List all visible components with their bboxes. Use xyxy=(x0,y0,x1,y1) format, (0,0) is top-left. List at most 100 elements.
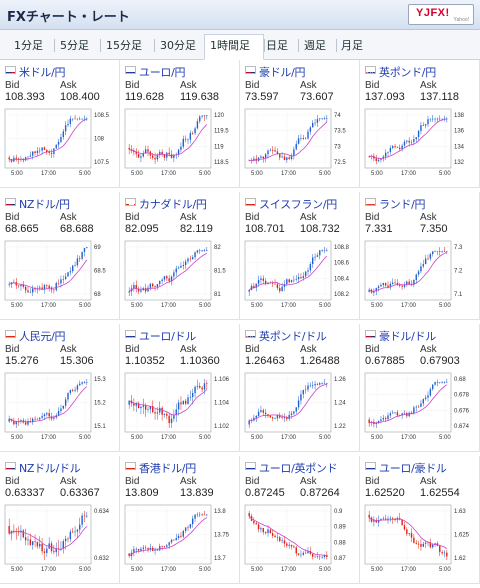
tab-1[interactable]: 5分足 xyxy=(60,39,89,52)
pair-header: カナダドル/円 xyxy=(125,196,237,211)
chart-container[interactable]: 138 136 134 132 5:00 17:00 5:00 xyxy=(363,106,477,178)
candle-body xyxy=(27,290,29,293)
candle-body xyxy=(274,150,276,152)
moving-average-line xyxy=(9,386,88,423)
bid-value: 15.276 xyxy=(5,355,39,367)
currency-pair-card[interactable]: 英ポンド/円 Bid Ask 137.093 137.118 138 136 134 132 5:… xyxy=(360,60,480,188)
tab-2[interactable]: 15分足 xyxy=(106,39,142,52)
pair-name-link[interactable]: 英ポンド/円 xyxy=(379,66,436,79)
candle-body xyxy=(427,119,429,125)
currency-pair-card[interactable]: ユーロ/円 Bid Ask 119.628 119.638 120 119.5 119 118.… xyxy=(120,60,240,188)
candle-body xyxy=(8,418,10,422)
currency-pair-card[interactable]: NZドル/円 Bid Ask 68.665 68.688 69 68.5 68 5:00 17:0… xyxy=(0,192,120,320)
currency-pair-card[interactable]: 豪ドル/円 Bid Ask 73.597 73.607 74 73.5 73 72.5 5:00 1… xyxy=(240,60,360,188)
pair-name-link[interactable]: 豪ドル/円 xyxy=(259,66,306,79)
candle-body xyxy=(424,542,427,544)
tab-0[interactable]: 1分足 xyxy=(14,39,43,52)
x-tick-label: 5:00 xyxy=(371,567,383,573)
candle-body xyxy=(279,153,281,158)
candle-body xyxy=(255,415,257,418)
candle-body xyxy=(22,284,24,287)
chart-container[interactable]: 1.106 1.104 1.102 5:00 17:00 5:00 xyxy=(123,370,237,442)
candle-body xyxy=(74,389,76,391)
chart-container[interactable]: 0.634 0.632 5:00 17:00 5:00 xyxy=(3,502,117,574)
x-tick-label: 5:00 xyxy=(251,303,263,309)
candle-body xyxy=(203,514,206,516)
candle-body xyxy=(323,555,326,558)
candle-body xyxy=(403,525,406,530)
pair-name-link[interactable]: 人民元/円 xyxy=(19,330,66,343)
pair-name-link[interactable]: ユーロ/豪ドル xyxy=(379,462,447,475)
candle-body xyxy=(173,155,175,158)
pair-name-link[interactable]: ユーロ/ドル xyxy=(139,330,196,343)
candle-body xyxy=(27,539,29,541)
y-tick-label: 1.63 xyxy=(454,509,466,515)
pair-name-link[interactable]: スイスフラン/円 xyxy=(259,198,337,211)
candle-body xyxy=(128,553,130,556)
candle-body xyxy=(290,280,293,283)
tab-6[interactable]: 週足 xyxy=(304,39,326,52)
chart-container[interactable]: 0.68 0.678 0.676 0.674 5:00 17:00 5:00 xyxy=(363,370,477,442)
pair-name-link[interactable]: ユーロ/英ポンド xyxy=(259,462,338,475)
tab-4[interactable]: 1時間足 xyxy=(210,39,250,52)
candle-body xyxy=(144,149,147,154)
candle-body xyxy=(396,282,399,285)
chart-container[interactable]: 13.8 13.75 13.7 5:00 17:00 5:00 xyxy=(123,502,237,574)
currency-pair-card[interactable]: ランド/円 Bid Ask 7.331 7.350 7.3 7.2 7.1 5:00 17:00 5… xyxy=(360,192,480,320)
page-header: FXチャート・レート YJFX! Yahoo! xyxy=(0,0,480,30)
candle-body xyxy=(201,250,203,251)
tab-3[interactable]: 30分足 xyxy=(160,39,196,52)
chart-container[interactable]: 74 73.5 73 72.5 5:00 17:00 5:00 xyxy=(243,106,357,178)
tab-5[interactable]: 日足 xyxy=(266,39,288,52)
currency-pair-card[interactable]: 人民元/円 Bid Ask 15.276 15.306 15.3 15.2 15.1 5:00 1… xyxy=(0,324,120,452)
tab-7[interactable]: 月足 xyxy=(341,39,363,52)
candle-body xyxy=(432,544,434,548)
currency-pair-card[interactable]: 香港ドル/円 Bid Ask 13.809 13.839 13.8 13.75 13.7 5:0… xyxy=(120,456,240,584)
chart-container[interactable]: 120 119.5 119 118.5 5:00 17:00 5:00 xyxy=(123,106,237,178)
yjfx-logo[interactable]: YJFX! Yahoo! xyxy=(408,4,474,25)
pair-name-link[interactable]: ランド/円 xyxy=(379,198,426,211)
pair-name-link[interactable]: 香港ドル/円 xyxy=(139,462,196,475)
pair-name-link[interactable]: 豪ドル/ドル xyxy=(379,330,436,343)
currency-pair-card[interactable]: スイスフラン/円 Bid Ask 108.701 108.732 108.8 108.6 10… xyxy=(240,192,360,320)
chart-container[interactable]: 82 81.5 81 5:00 17:00 5:00 xyxy=(123,238,237,310)
candle-body xyxy=(269,415,272,418)
pair-name-link[interactable]: ユーロ/円 xyxy=(139,66,186,79)
chart-container[interactable]: 108.8 108.6 108.4 108.2 5:00 17:00 5:00 xyxy=(243,238,357,310)
candle-body xyxy=(194,252,196,258)
currency-pair-card[interactable]: 米ドル/円 Bid Ask 108.393 108.400 108.5 108 107.5 5:… xyxy=(0,60,120,188)
chart-container[interactable]: 15.3 15.2 15.1 5:00 17:00 5:00 xyxy=(3,370,117,442)
currency-pair-card[interactable]: ユーロ/ドル Bid Ask 1.10352 1.10360 1.106 1.104 1.10… xyxy=(120,324,240,452)
chart-container[interactable]: 1.26 1.24 1.22 5:00 17:00 5:00 xyxy=(243,370,357,442)
pair-name-link[interactable]: NZドル/ドル xyxy=(19,462,81,475)
candle-body xyxy=(309,127,312,132)
pair-name-link[interactable]: NZドル/円 xyxy=(19,198,70,211)
candle-body xyxy=(368,156,370,158)
y-tick-label: 0.88 xyxy=(334,540,346,546)
chart-container[interactable]: 69 68.5 68 5:00 17:00 5:00 xyxy=(3,238,117,310)
candle-body xyxy=(135,403,137,406)
pair-name-link[interactable]: カナダドル/円 xyxy=(139,198,207,211)
currency-pair-card[interactable]: ユーロ/英ポンド Bid Ask 0.87245 0.87264 0.9 0.89 0.88 0… xyxy=(240,456,360,584)
bid-label: Bid xyxy=(365,344,380,355)
ask-label: Ask xyxy=(180,212,197,223)
candle-body xyxy=(163,546,166,547)
chart-container[interactable]: 0.9 0.89 0.88 0.87 5:00 17:00 5:00 xyxy=(243,502,357,574)
currency-pair-card[interactable]: 豪ドル/ドル Bid Ask 0.67885 0.67903 0.68 0.678 0.676… xyxy=(360,324,480,452)
pair-name-link[interactable]: 英ポンド/ドル xyxy=(259,330,327,343)
pair-name-link[interactable]: 米ドル/円 xyxy=(19,66,66,79)
chart-container[interactable]: 1.63 1.625 1.62 5:00 17:00 5:00 xyxy=(363,502,477,574)
candle-body xyxy=(152,283,154,287)
currency-pair-card[interactable]: NZドル/ドル Bid Ask 0.63337 0.63367 0.634 0.632 5:0… xyxy=(0,456,120,584)
currency-pair-card[interactable]: カナダドル/円 Bid Ask 82.095 82.119 82 81.5 81 5:00 17:… xyxy=(120,192,240,320)
y-tick-label: 81 xyxy=(214,292,221,298)
candle-body xyxy=(312,122,314,128)
chart-container[interactable]: 108.5 108 107.5 5:00 17:00 5:00 xyxy=(3,106,117,178)
currency-pair-card[interactable]: ユーロ/豪ドル Bid Ask 1.62520 1.62554 1.63 1.625 1.62… xyxy=(360,456,480,584)
candle-body xyxy=(382,518,384,520)
y-tick-label: 0.634 xyxy=(94,509,110,515)
currency-pair-card[interactable]: 英ポンド/ドル Bid Ask 1.26463 1.26488 1.26 1.24 1.22 5… xyxy=(240,324,360,452)
candle-body xyxy=(399,284,401,286)
chart-container[interactable]: 7.3 7.2 7.1 5:00 17:00 5:00 xyxy=(363,238,477,310)
